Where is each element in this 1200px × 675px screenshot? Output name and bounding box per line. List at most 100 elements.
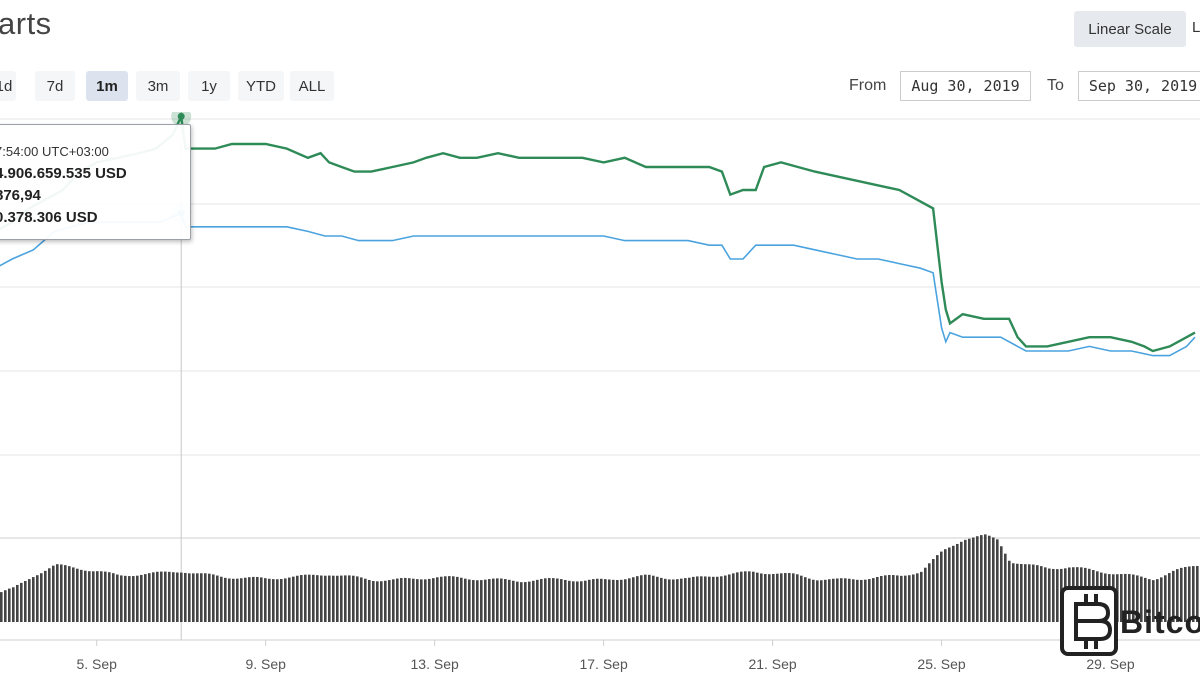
- volume-bar: [816, 580, 819, 622]
- volume-bar: [916, 573, 919, 622]
- volume-bar: [968, 538, 971, 622]
- volume-bar: [536, 579, 539, 622]
- volume-bar: [900, 575, 903, 622]
- volume-bar: [820, 580, 823, 622]
- volume-bar: [864, 579, 867, 622]
- watermark-text: Bitco: [1120, 604, 1200, 640]
- volume-bar: [484, 579, 487, 622]
- price-chart[interactable]: 5. Sep 9. Sep 13. Sep 17. Sep 21. Sep 25. Sep…: [0, 112, 1200, 675]
- volume-bar: [1132, 574, 1135, 622]
- volume-bar: [80, 569, 83, 622]
- bitcoin-logo-icon: [1060, 586, 1118, 656]
- volume-bar: [708, 576, 711, 622]
- range-button-ytd[interactable]: YTD: [238, 71, 284, 101]
- volume-bar: [1192, 566, 1195, 622]
- volume-bar: [776, 573, 779, 622]
- volume-bar: [472, 580, 475, 622]
- volume-bar: [76, 568, 79, 622]
- volume-bar: [832, 578, 835, 622]
- volume-bar: [392, 579, 395, 622]
- volume-bar: [120, 575, 123, 622]
- range-button-1d[interactable]: 1d: [0, 71, 16, 101]
- volume-bar: [620, 579, 623, 622]
- volume-bar: [764, 574, 767, 622]
- volume-bar: [884, 575, 887, 622]
- volume-bar: [976, 536, 979, 622]
- volume-bar: [600, 578, 603, 622]
- volume-bar: [8, 588, 11, 622]
- volume-bar: [664, 578, 667, 622]
- volume-bar: [636, 576, 639, 622]
- volume-bar: [796, 574, 799, 622]
- volume-bar: [1148, 579, 1151, 622]
- volume-bar: [280, 579, 283, 622]
- volume-bar: [492, 578, 495, 622]
- volume-bar: [304, 574, 307, 622]
- volume-bar: [384, 580, 387, 622]
- volume-bar: [0, 592, 3, 622]
- volume-bar: [340, 575, 343, 622]
- volume-bar: [1152, 580, 1155, 622]
- volume-bar: [192, 573, 195, 622]
- volume-bar: [856, 579, 859, 622]
- volume-bar: [800, 575, 803, 622]
- volume-bar: [1124, 573, 1127, 622]
- volume-bar: [44, 570, 47, 622]
- volume-bar: [20, 582, 23, 622]
- volume-bar: [232, 578, 235, 622]
- volume-bar: [588, 579, 591, 622]
- range-button-3m[interactable]: 3m: [136, 71, 180, 101]
- volume-bar: [844, 578, 847, 622]
- volume-bar: [388, 580, 391, 622]
- range-button-all[interactable]: ALL: [290, 71, 334, 101]
- volume-bar: [596, 578, 599, 622]
- volume-bar: [984, 534, 987, 622]
- range-button-1m[interactable]: 1m: [86, 71, 128, 101]
- volume-bar: [1188, 566, 1191, 622]
- volume-bar: [740, 571, 743, 622]
- log-scale-button[interactable]: L: [1192, 19, 1200, 36]
- volume-bar: [204, 573, 207, 622]
- volume-bar: [972, 537, 975, 622]
- volume-bar: [684, 578, 687, 622]
- volume-bar: [352, 575, 355, 622]
- volume-bar: [1180, 567, 1183, 622]
- volume-bar: [1128, 574, 1131, 622]
- volume-bar: [960, 541, 963, 622]
- volume-bar: [680, 578, 683, 622]
- volume-bar: [272, 579, 275, 622]
- to-date-input[interactable]: Sep 30, 2019: [1078, 71, 1200, 101]
- volume-bar: [464, 578, 467, 622]
- volume-bar: [956, 543, 959, 622]
- volume-bar: [1044, 567, 1047, 622]
- volume-bar: [64, 565, 67, 622]
- volume-bar: [952, 545, 955, 622]
- from-date-input[interactable]: Aug 30, 2019: [900, 71, 1031, 101]
- volume-bar: [780, 573, 783, 622]
- volume-bar: [328, 575, 331, 622]
- tooltip-price: 876,94: [0, 187, 41, 204]
- range-button-1y[interactable]: 1y: [188, 71, 230, 101]
- volume-bar: [896, 575, 899, 622]
- volume-bar: [116, 574, 119, 622]
- volume-bar: [628, 578, 631, 622]
- volume-bar: [572, 581, 575, 622]
- volume-bar: [420, 579, 423, 622]
- volume-bar: [176, 572, 179, 622]
- linear-scale-button[interactable]: Linear Scale: [1074, 11, 1186, 47]
- volume-bar: [16, 584, 19, 622]
- volume-bar: [724, 575, 727, 622]
- volume-bar: [560, 579, 563, 622]
- volume-bar: [24, 580, 27, 622]
- volume-bar: [144, 574, 147, 622]
- volume-bar: [380, 581, 383, 622]
- volume-bar: [160, 571, 163, 622]
- volume-bar: [344, 575, 347, 622]
- volume-bar: [648, 574, 651, 622]
- volume-bar: [1120, 574, 1123, 622]
- volume-bar: [828, 579, 831, 622]
- from-label: From: [849, 77, 887, 94]
- volume-bar: [924, 567, 927, 622]
- volume-bar: [880, 576, 883, 622]
- range-button-7d[interactable]: 7d: [35, 71, 75, 101]
